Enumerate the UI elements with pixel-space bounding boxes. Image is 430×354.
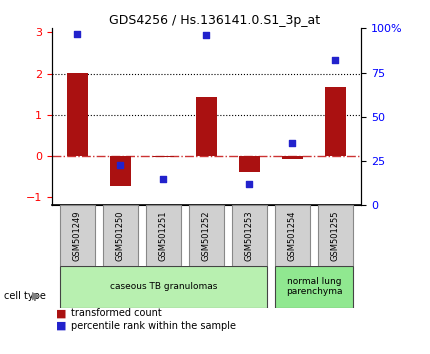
Text: GSM501249: GSM501249 (73, 210, 82, 261)
Bar (110, 156, 131, 185)
FancyBboxPatch shape (275, 266, 353, 308)
Bar (282, 156, 303, 159)
FancyBboxPatch shape (60, 266, 267, 308)
Bar (239, 156, 260, 172)
Text: GSM501253: GSM501253 (245, 210, 254, 261)
Point (289, 141, 296, 146)
FancyBboxPatch shape (60, 205, 95, 266)
Text: GSM501255: GSM501255 (331, 210, 340, 261)
Text: ■: ■ (56, 308, 66, 318)
Text: cell type: cell type (4, 291, 46, 301)
Bar (196, 97, 217, 156)
Text: normal lung
parenchyma: normal lung parenchyma (286, 277, 342, 296)
Text: percentile rank within the sample: percentile rank within the sample (71, 321, 236, 331)
FancyBboxPatch shape (232, 205, 267, 266)
Text: GDS4256 / Hs.136141.0.S1_3p_at: GDS4256 / Hs.136141.0.S1_3p_at (110, 14, 320, 27)
Text: GSM501251: GSM501251 (159, 210, 168, 261)
Text: caseous TB granulomas: caseous TB granulomas (110, 282, 217, 291)
Text: GSM501250: GSM501250 (116, 210, 125, 261)
FancyBboxPatch shape (189, 205, 224, 266)
Point (332, 57, 339, 63)
Text: GSM501252: GSM501252 (202, 210, 211, 261)
Text: transformed count: transformed count (71, 308, 162, 318)
Point (74, 31, 81, 36)
Text: ■: ■ (56, 321, 66, 331)
Bar (153, 156, 174, 157)
FancyBboxPatch shape (103, 205, 138, 266)
FancyBboxPatch shape (275, 205, 310, 266)
Text: GSM501254: GSM501254 (288, 210, 297, 261)
FancyBboxPatch shape (146, 205, 181, 266)
Point (160, 176, 167, 182)
FancyBboxPatch shape (318, 205, 353, 266)
Bar (67, 73, 88, 156)
Point (117, 162, 124, 167)
Point (246, 181, 253, 187)
Point (203, 33, 210, 38)
Bar (325, 87, 346, 156)
Text: ▶: ▶ (32, 291, 41, 301)
